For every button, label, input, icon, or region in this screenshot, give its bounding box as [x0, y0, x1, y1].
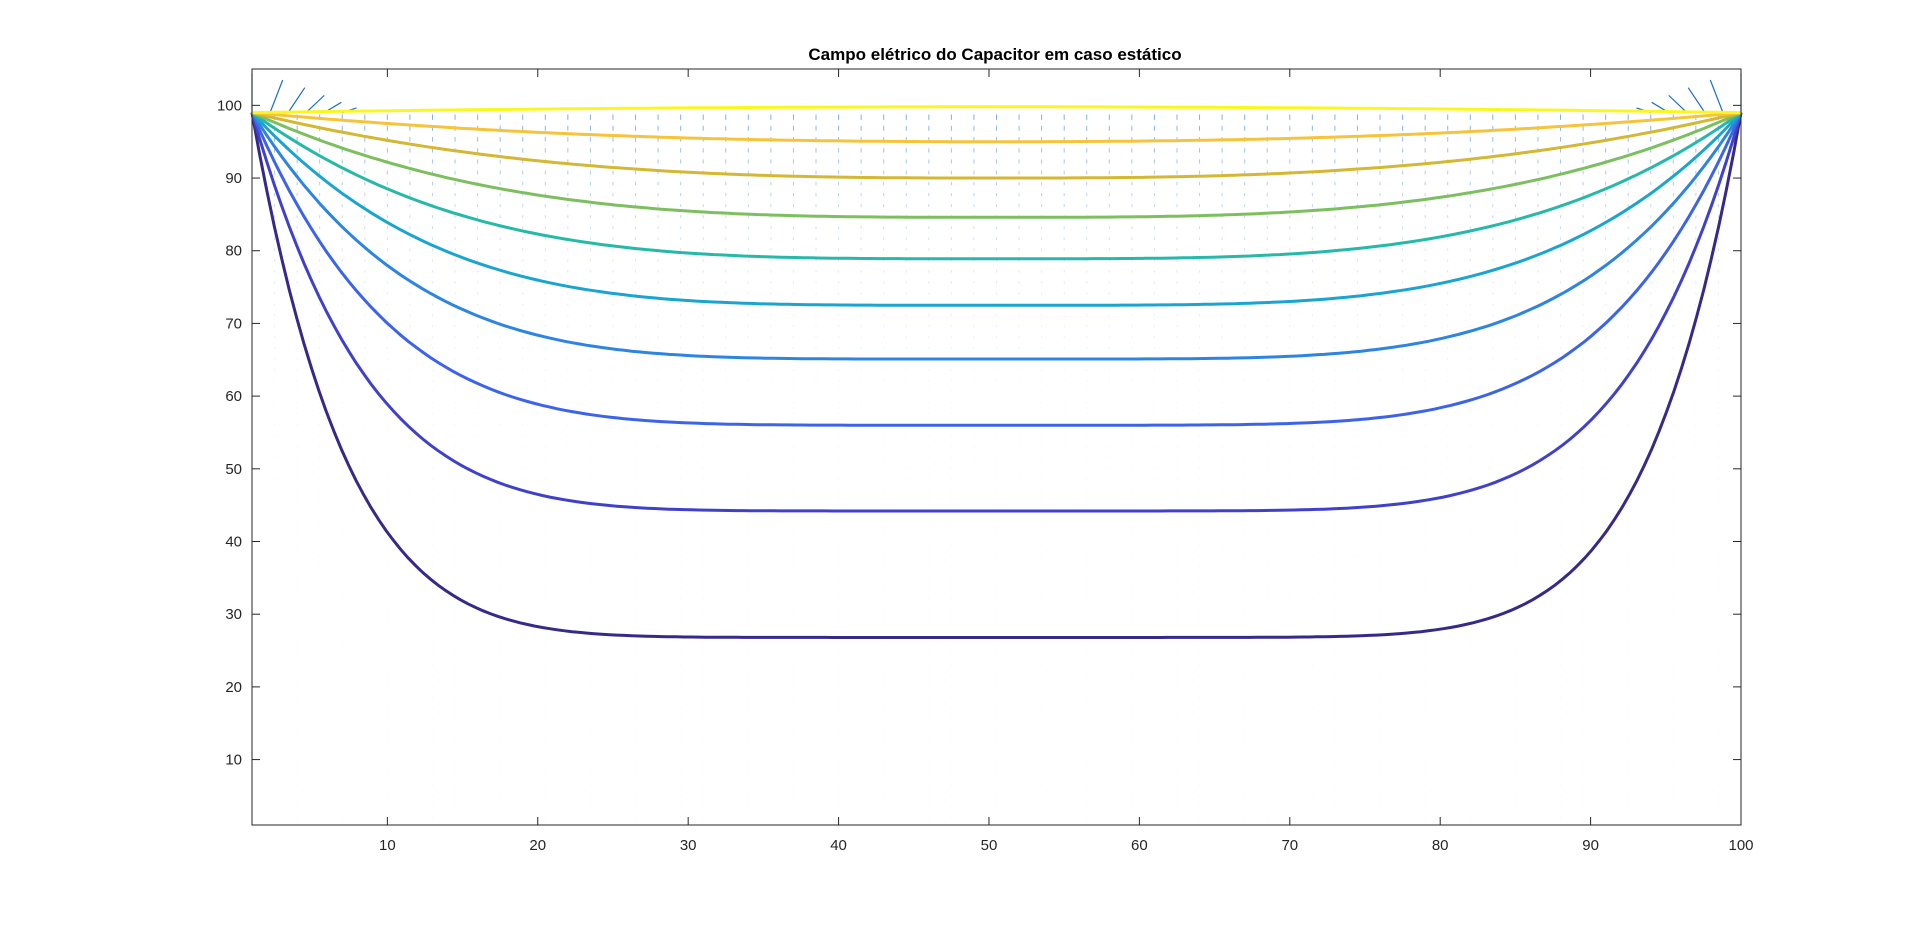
quiver-field [251, 73, 1742, 818]
y-tick-label: 30 [225, 606, 242, 623]
x-tick-label: 30 [680, 837, 697, 854]
x-axis: 10 20 30 40 50 60 70 80 90 100 [379, 69, 1754, 854]
y-tick-label: 50 [225, 461, 242, 478]
y-tick-label: 90 [225, 170, 242, 187]
contour-line [250, 112, 1743, 427]
edge-field-arrow [1687, 87, 1706, 113]
x-tick-label: 10 [379, 837, 396, 854]
chart-title: Campo elétrico do Capacitor em caso está… [808, 45, 1181, 64]
y-tick-label: 80 [225, 243, 242, 260]
contour-line [250, 112, 1743, 513]
contour-line [251, 105, 1742, 115]
contour-line [251, 111, 1742, 219]
contour-line [251, 111, 1742, 144]
x-tick-label: 100 [1728, 837, 1753, 854]
x-tick-label: 50 [981, 837, 998, 854]
axes-box [251, 68, 1742, 826]
edge-field-arrow [269, 79, 284, 113]
contour-line [251, 111, 1742, 261]
y-tick-label: 100 [217, 97, 242, 114]
y-axis: 10 20 30 40 50 60 70 80 90 100 [217, 97, 1741, 769]
x-tick-label: 20 [529, 837, 546, 854]
contour-lines [250, 105, 1743, 639]
x-tick-label: 70 [1281, 837, 1298, 854]
y-tick-label: 40 [225, 534, 242, 551]
edge-field-arrow [287, 87, 306, 113]
y-tick-label: 60 [225, 388, 242, 405]
x-tick-label: 80 [1432, 837, 1449, 854]
y-tick-label: 20 [225, 679, 242, 696]
contour-line [251, 111, 1742, 180]
contour-line [250, 111, 1743, 361]
edge-field-arrow [305, 94, 325, 114]
contour-line [250, 112, 1743, 639]
edge-field-arrow [1709, 79, 1724, 113]
x-tick-label: 90 [1582, 837, 1599, 854]
x-tick-label: 40 [830, 837, 847, 854]
edge-field-arrow [1668, 94, 1688, 114]
y-tick-label: 70 [225, 315, 242, 332]
x-tick-label: 60 [1131, 837, 1148, 854]
y-tick-label: 10 [225, 752, 242, 769]
contour-line [250, 111, 1743, 307]
